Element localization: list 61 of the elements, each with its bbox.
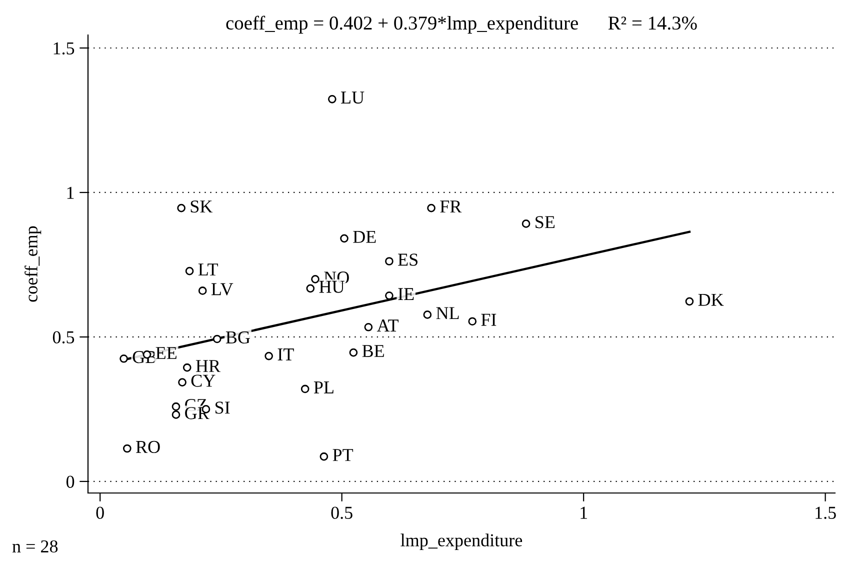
point — [182, 363, 192, 372]
point — [468, 317, 477, 326]
point — [198, 286, 207, 295]
data-label: BE — [362, 345, 384, 357]
point — [320, 452, 328, 461]
y-tick-label: 0 — [66, 476, 74, 488]
x-tick-label: 1 — [580, 506, 588, 519]
data-label: BG — [226, 331, 250, 344]
chart-title: coeff_emp = 0.402 + 0.379*lmp_expenditure R² = 14.3% — [226, 16, 697, 34]
data-label: NL — [436, 307, 459, 320]
point — [177, 204, 186, 212]
point — [385, 257, 394, 266]
point — [522, 220, 530, 228]
point — [364, 322, 373, 332]
x-tick-label: 0.5 — [331, 506, 352, 519]
data-label: PL — [314, 381, 334, 394]
data-label: PT — [332, 449, 354, 461]
point — [300, 384, 310, 394]
point — [212, 334, 222, 344]
point — [349, 348, 358, 357]
point — [185, 266, 194, 276]
data-label: LU — [341, 92, 364, 104]
data-label: IE — [398, 288, 414, 300]
data-label: LT — [198, 264, 218, 276]
point — [685, 297, 694, 306]
data-label: ES — [398, 254, 418, 266]
point — [328, 94, 336, 104]
point — [306, 284, 315, 293]
y-axis-title: coeff_emp — [24, 226, 42, 302]
point — [122, 444, 132, 453]
point — [427, 204, 436, 212]
data-label: FI — [481, 314, 496, 326]
data-label: SE — [536, 216, 555, 228]
data-label: IT — [278, 348, 294, 360]
data-label: DE — [353, 230, 376, 243]
data-label: AT — [376, 320, 399, 332]
x-axis-title: lmp_expenditure — [400, 534, 522, 550]
point — [311, 275, 320, 284]
data-label: LV — [211, 283, 234, 296]
x-tick-label: 0 — [96, 506, 104, 519]
data-label: HR — [196, 360, 221, 372]
point — [172, 402, 180, 411]
point — [264, 352, 273, 360]
point — [120, 354, 128, 363]
y-tick-label: 1 — [67, 186, 74, 199]
data-label: FR — [440, 200, 462, 212]
y-tick-label: 0.5 — [52, 331, 74, 344]
point — [423, 310, 432, 319]
point — [385, 291, 394, 300]
data-label: EE — [156, 347, 176, 359]
y-tick-label: 1.5 — [54, 42, 74, 55]
point — [178, 378, 186, 386]
data-label: SI — [216, 402, 230, 414]
data-label: RO — [136, 440, 160, 454]
x-tick-label: 1.5 — [816, 506, 836, 519]
data-label: SK — [190, 200, 213, 213]
data-label: CY — [191, 374, 216, 387]
text: n = 28 — [12, 540, 58, 553]
data-label: DK — [698, 294, 724, 306]
point — [172, 410, 180, 419]
point — [340, 234, 348, 243]
